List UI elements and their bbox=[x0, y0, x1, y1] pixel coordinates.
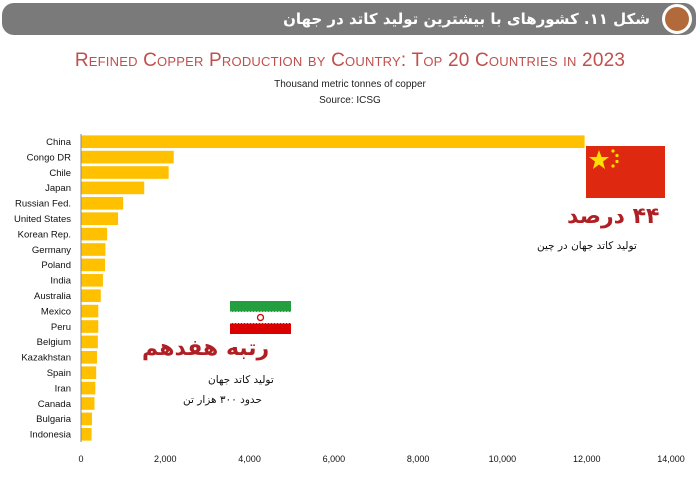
bar bbox=[81, 181, 145, 195]
category-label: Iran bbox=[55, 383, 71, 394]
x-tick-label: 12,000 bbox=[573, 454, 601, 464]
category-label: Japan bbox=[45, 183, 71, 194]
category-label: Canada bbox=[38, 399, 72, 410]
category-label: Australia bbox=[34, 291, 72, 302]
category-label: Bulgaria bbox=[36, 414, 72, 425]
bar bbox=[81, 258, 106, 272]
category-label: Chile bbox=[49, 168, 71, 179]
bar bbox=[81, 350, 98, 364]
x-tick-label: 2,000 bbox=[154, 454, 177, 464]
category-label: Indonesia bbox=[30, 430, 72, 441]
bar bbox=[81, 304, 99, 318]
iran-flag-icon bbox=[230, 301, 291, 334]
bar bbox=[81, 320, 99, 333]
bar bbox=[81, 412, 92, 426]
bar bbox=[81, 243, 106, 256]
chart-source: Source: ICSG bbox=[319, 95, 381, 106]
x-tick-label: 6,000 bbox=[323, 454, 346, 464]
x-tick-label: 0 bbox=[78, 454, 83, 464]
category-label: Korean Rep. bbox=[18, 229, 71, 240]
category-label: Congo DR bbox=[27, 152, 71, 163]
bar bbox=[81, 397, 95, 410]
bar bbox=[81, 212, 119, 226]
bar bbox=[81, 135, 585, 149]
china-flag-icon bbox=[586, 146, 665, 198]
iran-note-line1: تولید کاتد جهان bbox=[208, 374, 274, 386]
category-label: Spain bbox=[47, 368, 71, 379]
category-label: China bbox=[46, 137, 72, 148]
x-tick-label: 4,000 bbox=[238, 454, 261, 464]
plot-area: China Congo DR Chile Japan Russian Fed. Unite… bbox=[14, 134, 685, 464]
category-label: Belgium bbox=[37, 337, 71, 348]
category-label: United States bbox=[14, 214, 71, 225]
china-share-label: ۴۴ درصد bbox=[567, 204, 660, 229]
bar bbox=[81, 166, 169, 179]
china-share-note: تولید کاتد جهان در چین bbox=[537, 240, 637, 252]
bar bbox=[81, 427, 92, 441]
chart-title: Refined Copper Production by Country: To… bbox=[74, 50, 626, 71]
category-label: Kazakhstan bbox=[21, 353, 71, 364]
category-label: India bbox=[50, 276, 71, 287]
bar bbox=[81, 227, 108, 241]
x-tick-label: 14,000 bbox=[657, 454, 685, 464]
bar bbox=[81, 196, 124, 210]
category-label: Russian Fed. bbox=[15, 199, 71, 210]
bar bbox=[81, 273, 103, 287]
iran-note-line2: حدود ۳۰۰ هزار تن bbox=[183, 394, 262, 406]
category-label: Mexico bbox=[41, 306, 71, 317]
chart-subtitle: Thousand metric tonnes of copper bbox=[274, 79, 426, 90]
bar bbox=[81, 150, 174, 164]
bar bbox=[81, 335, 98, 349]
bar bbox=[81, 366, 97, 380]
bar bbox=[81, 289, 101, 303]
figure-header-bar: شکل ۱۱. کشورهای با بیشترین تولید کاتد در… bbox=[2, 3, 696, 35]
x-tick-label: 8,000 bbox=[407, 454, 430, 464]
iran-rank-label: رتبه هفدهم bbox=[142, 336, 270, 361]
category-label: Peru bbox=[51, 322, 71, 333]
category-label: Germany bbox=[32, 245, 71, 256]
category-label: Poland bbox=[41, 260, 71, 271]
x-tick-label: 10,000 bbox=[489, 454, 517, 464]
figure-caption: شکل ۱۱. کشورهای با بیشترین تولید کاتد در… bbox=[283, 10, 650, 28]
bar bbox=[81, 381, 96, 395]
bullet-circle-icon bbox=[662, 4, 692, 34]
